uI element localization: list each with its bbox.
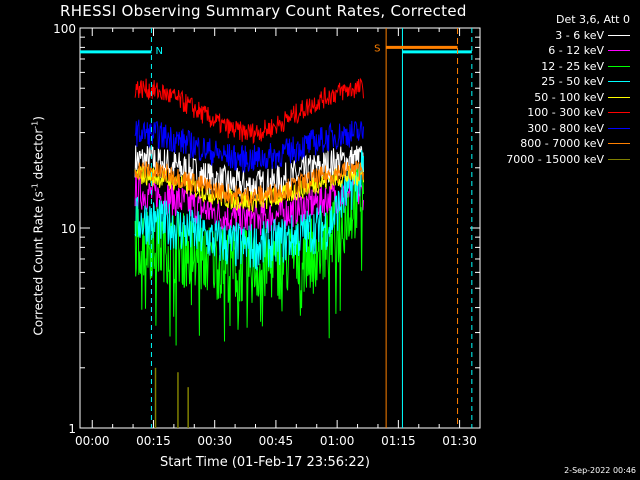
legend-label: 100 - 300 keV: [527, 106, 604, 119]
legend-entry: 3 - 6 keV: [506, 28, 630, 44]
legend-swatch: [608, 96, 630, 98]
legend-label: 12 - 25 keV: [541, 59, 604, 73]
legend-swatch: [608, 143, 630, 145]
legend-swatch: [608, 50, 630, 52]
legend-label: 300 - 800 keV: [527, 121, 604, 135]
night-marker-label: N: [156, 46, 163, 57]
legend-swatch: [608, 34, 630, 36]
legend-entry: 6 - 12 keV: [506, 43, 630, 59]
legend-entry: 800 - 7000 keV: [506, 136, 630, 152]
footer-date: 2-Sep-2022 00:46: [564, 466, 636, 475]
legend-swatch: [608, 112, 630, 114]
legend-swatch: [608, 65, 630, 67]
y-tick-label: 100: [53, 22, 76, 36]
y-axis-label: Corrected Count Rate (s-1 detector-1): [30, 116, 46, 336]
legend-swatch: [608, 81, 630, 83]
legend-label: 50 - 100 keV: [534, 90, 604, 104]
legend-swatch: [608, 158, 630, 160]
x-tick-label: 00:30: [197, 434, 232, 448]
x-tick-label: 01:30: [442, 434, 477, 448]
x-tick-label: 00:00: [75, 434, 110, 448]
legend-label: 3 - 6 keV: [555, 28, 604, 42]
x-tick-label: 00:15: [136, 434, 171, 448]
legend-label: 800 - 7000 keV: [520, 137, 604, 150]
legend-label: 6 - 12 keV: [548, 44, 604, 57]
series-line: [134, 164, 364, 214]
series-line: [134, 160, 364, 207]
chart-title: RHESSI Observing Summary Count Rates, Co…: [60, 2, 467, 20]
legend-entry: 100 - 300 keV: [506, 105, 630, 121]
legend-label: 25 - 50 keV: [541, 75, 604, 88]
legend: Det 3,6, Att 0 3 - 6 keV 6 - 12 keV 12 - 2…: [506, 12, 630, 167]
x-tick-label: 00:45: [259, 434, 294, 448]
legend-entry: 25 - 50 keV: [506, 74, 630, 90]
x-tick-label: 01:15: [381, 434, 416, 448]
legend-swatch: [608, 127, 630, 129]
legend-header: Det 3,6, Att 0: [556, 13, 630, 26]
x-tick-label: 01:00: [320, 434, 355, 448]
legend-entry: 7000 - 15000 keV: [506, 152, 630, 168]
series-line: [134, 150, 364, 271]
series-line: [134, 145, 364, 203]
saa-marker-label: S: [374, 43, 380, 54]
legend-entry: 50 - 100 keV: [506, 90, 630, 106]
x-axis-label: Start Time (01-Feb-17 23:56:22): [160, 455, 370, 470]
y-tick-label: 10: [61, 222, 76, 236]
legend-label: 7000 - 15000 keV: [506, 152, 604, 166]
series-line: [134, 77, 364, 145]
legend-entry: 12 - 25 keV: [506, 59, 630, 75]
series-line: [134, 119, 364, 173]
y-tick-label: 1: [68, 422, 76, 436]
legend-entry: 300 - 800 keV: [506, 121, 630, 137]
